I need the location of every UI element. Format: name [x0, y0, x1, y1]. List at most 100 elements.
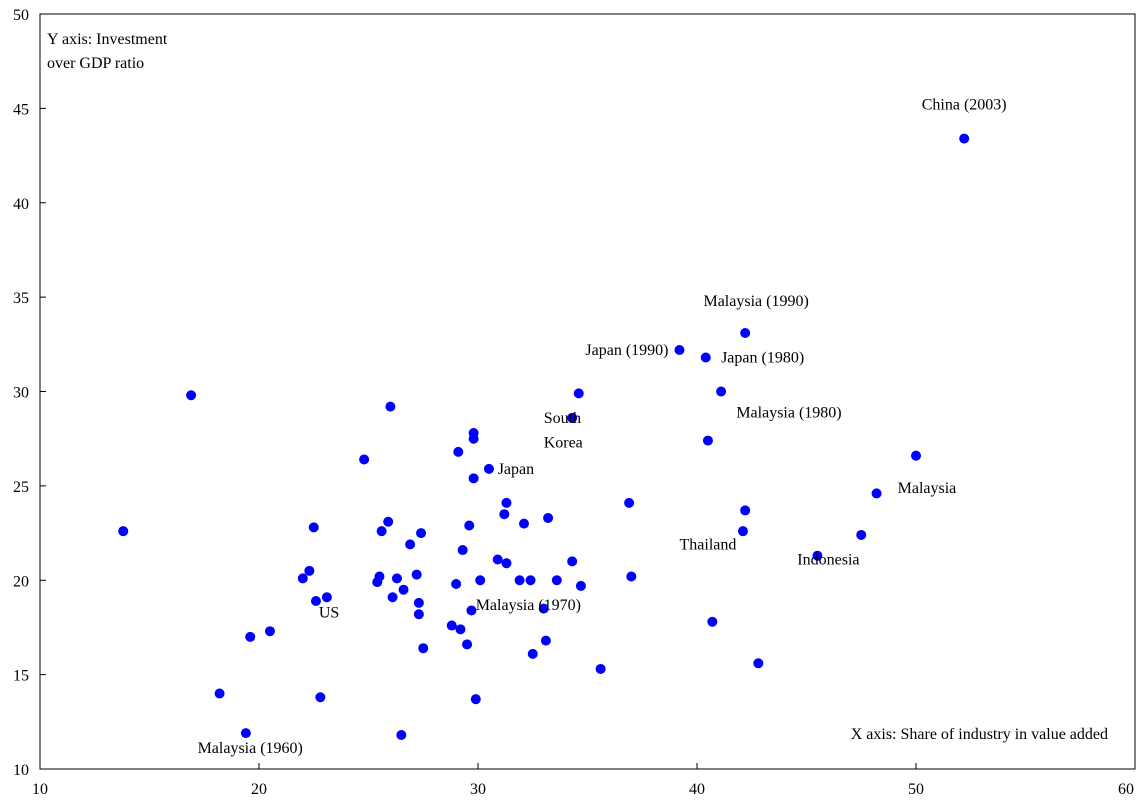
data-point — [464, 520, 475, 531]
data-point — [624, 497, 635, 508]
data-point — [499, 509, 510, 520]
data-point — [304, 565, 315, 576]
point-label: Japan (1990) — [585, 342, 668, 359]
data-point — [573, 388, 584, 399]
data-point — [959, 133, 970, 144]
x-tick-label: 50 — [908, 781, 924, 798]
point-label: US — [319, 604, 339, 621]
data-point — [387, 592, 398, 603]
data-point — [501, 558, 512, 569]
data-point — [740, 327, 751, 338]
y-tick-label: 45 — [13, 101, 29, 118]
data-point — [753, 658, 764, 669]
data-point — [418, 643, 429, 654]
data-point — [740, 505, 751, 516]
data-point — [398, 584, 409, 595]
data-point — [186, 390, 197, 401]
data-point — [674, 344, 685, 355]
data-point — [540, 635, 551, 646]
data-point — [396, 730, 407, 741]
plot-area — [39, 13, 1136, 770]
point-label: Japan (1980) — [721, 350, 804, 367]
x-tick-label: 40 — [689, 781, 705, 798]
data-point — [856, 529, 867, 540]
data-point — [315, 692, 326, 703]
data-point — [411, 569, 422, 580]
point-label: Thailand — [680, 536, 737, 553]
data-point — [716, 386, 727, 397]
y-axis-title-line-2: over GDP ratio — [47, 55, 144, 72]
data-point — [391, 573, 402, 584]
data-point — [416, 528, 427, 539]
data-point — [538, 603, 549, 614]
data-point — [700, 352, 711, 363]
y-axis: 10 15 20 25 30 35 40 45 50 — [13, 7, 46, 779]
data-point — [264, 626, 275, 637]
data-point — [567, 556, 578, 567]
y-tick-label: 40 — [13, 196, 29, 213]
y-tick-label: 20 — [13, 573, 29, 590]
data-point — [413, 609, 424, 620]
data-point — [455, 624, 466, 635]
point-label: Korea — [544, 434, 583, 451]
data-point — [575, 580, 586, 591]
data-point — [911, 450, 921, 461]
y-tick-label: 50 — [13, 7, 29, 24]
data-point — [376, 526, 387, 537]
point-label: Indonesia — [797, 551, 859, 568]
data-point — [518, 518, 529, 529]
x-axis: 10 20 30 40 50 60 — [32, 763, 1136, 798]
data-point — [492, 554, 503, 565]
data-point — [475, 575, 486, 586]
data-point — [321, 592, 332, 603]
data-point — [595, 663, 606, 674]
data-point — [468, 473, 479, 484]
x-tick-label: 10 — [32, 781, 48, 798]
y-tick-label: 35 — [13, 290, 29, 307]
x-tick-label: 20 — [251, 781, 267, 798]
data-point — [707, 616, 718, 627]
data-point — [527, 648, 538, 659]
data-point — [567, 412, 578, 423]
x-axis-title: X axis: Share of industry in value added — [851, 726, 1108, 743]
data-point — [308, 522, 319, 533]
data-point — [462, 639, 473, 650]
data-point — [374, 571, 385, 582]
x-tick-label: 30 — [470, 781, 486, 798]
data-point — [702, 435, 713, 446]
data-point — [453, 446, 464, 457]
data-point — [871, 488, 882, 499]
data-point — [214, 688, 225, 699]
data-point — [446, 620, 457, 631]
data-point — [383, 516, 394, 527]
data-point — [245, 631, 256, 642]
data-point — [413, 597, 424, 608]
data-point — [543, 512, 554, 523]
point-label: Malaysia (1980) — [736, 404, 841, 421]
data-point — [466, 605, 477, 616]
data-point — [118, 526, 129, 537]
y-axis-title-line-1: Y axis: Investment — [47, 31, 168, 48]
data-point — [483, 463, 494, 474]
data-point — [501, 497, 512, 508]
point-label: China (2003) — [922, 97, 1007, 114]
point-label: Malaysia — [898, 480, 957, 497]
data-point — [514, 575, 525, 586]
x-tick-label: 60 — [1118, 781, 1134, 798]
point-labels: China (2003) Malaysia (1990) Japan (1990) J… — [198, 97, 1007, 758]
data-point — [297, 573, 308, 584]
point-label: Malaysia (1960) — [198, 740, 303, 757]
point-label: Malaysia (1990) — [703, 293, 808, 310]
data-points — [118, 133, 970, 741]
y-tick-label: 15 — [13, 668, 29, 685]
data-point — [626, 571, 637, 582]
y-tick-label: 10 — [13, 762, 29, 779]
data-point — [468, 433, 479, 444]
data-point — [737, 526, 748, 537]
data-point — [812, 550, 823, 561]
y-tick-label: 25 — [13, 479, 29, 496]
data-point — [405, 539, 416, 550]
data-point — [359, 454, 370, 465]
data-point — [240, 728, 251, 739]
